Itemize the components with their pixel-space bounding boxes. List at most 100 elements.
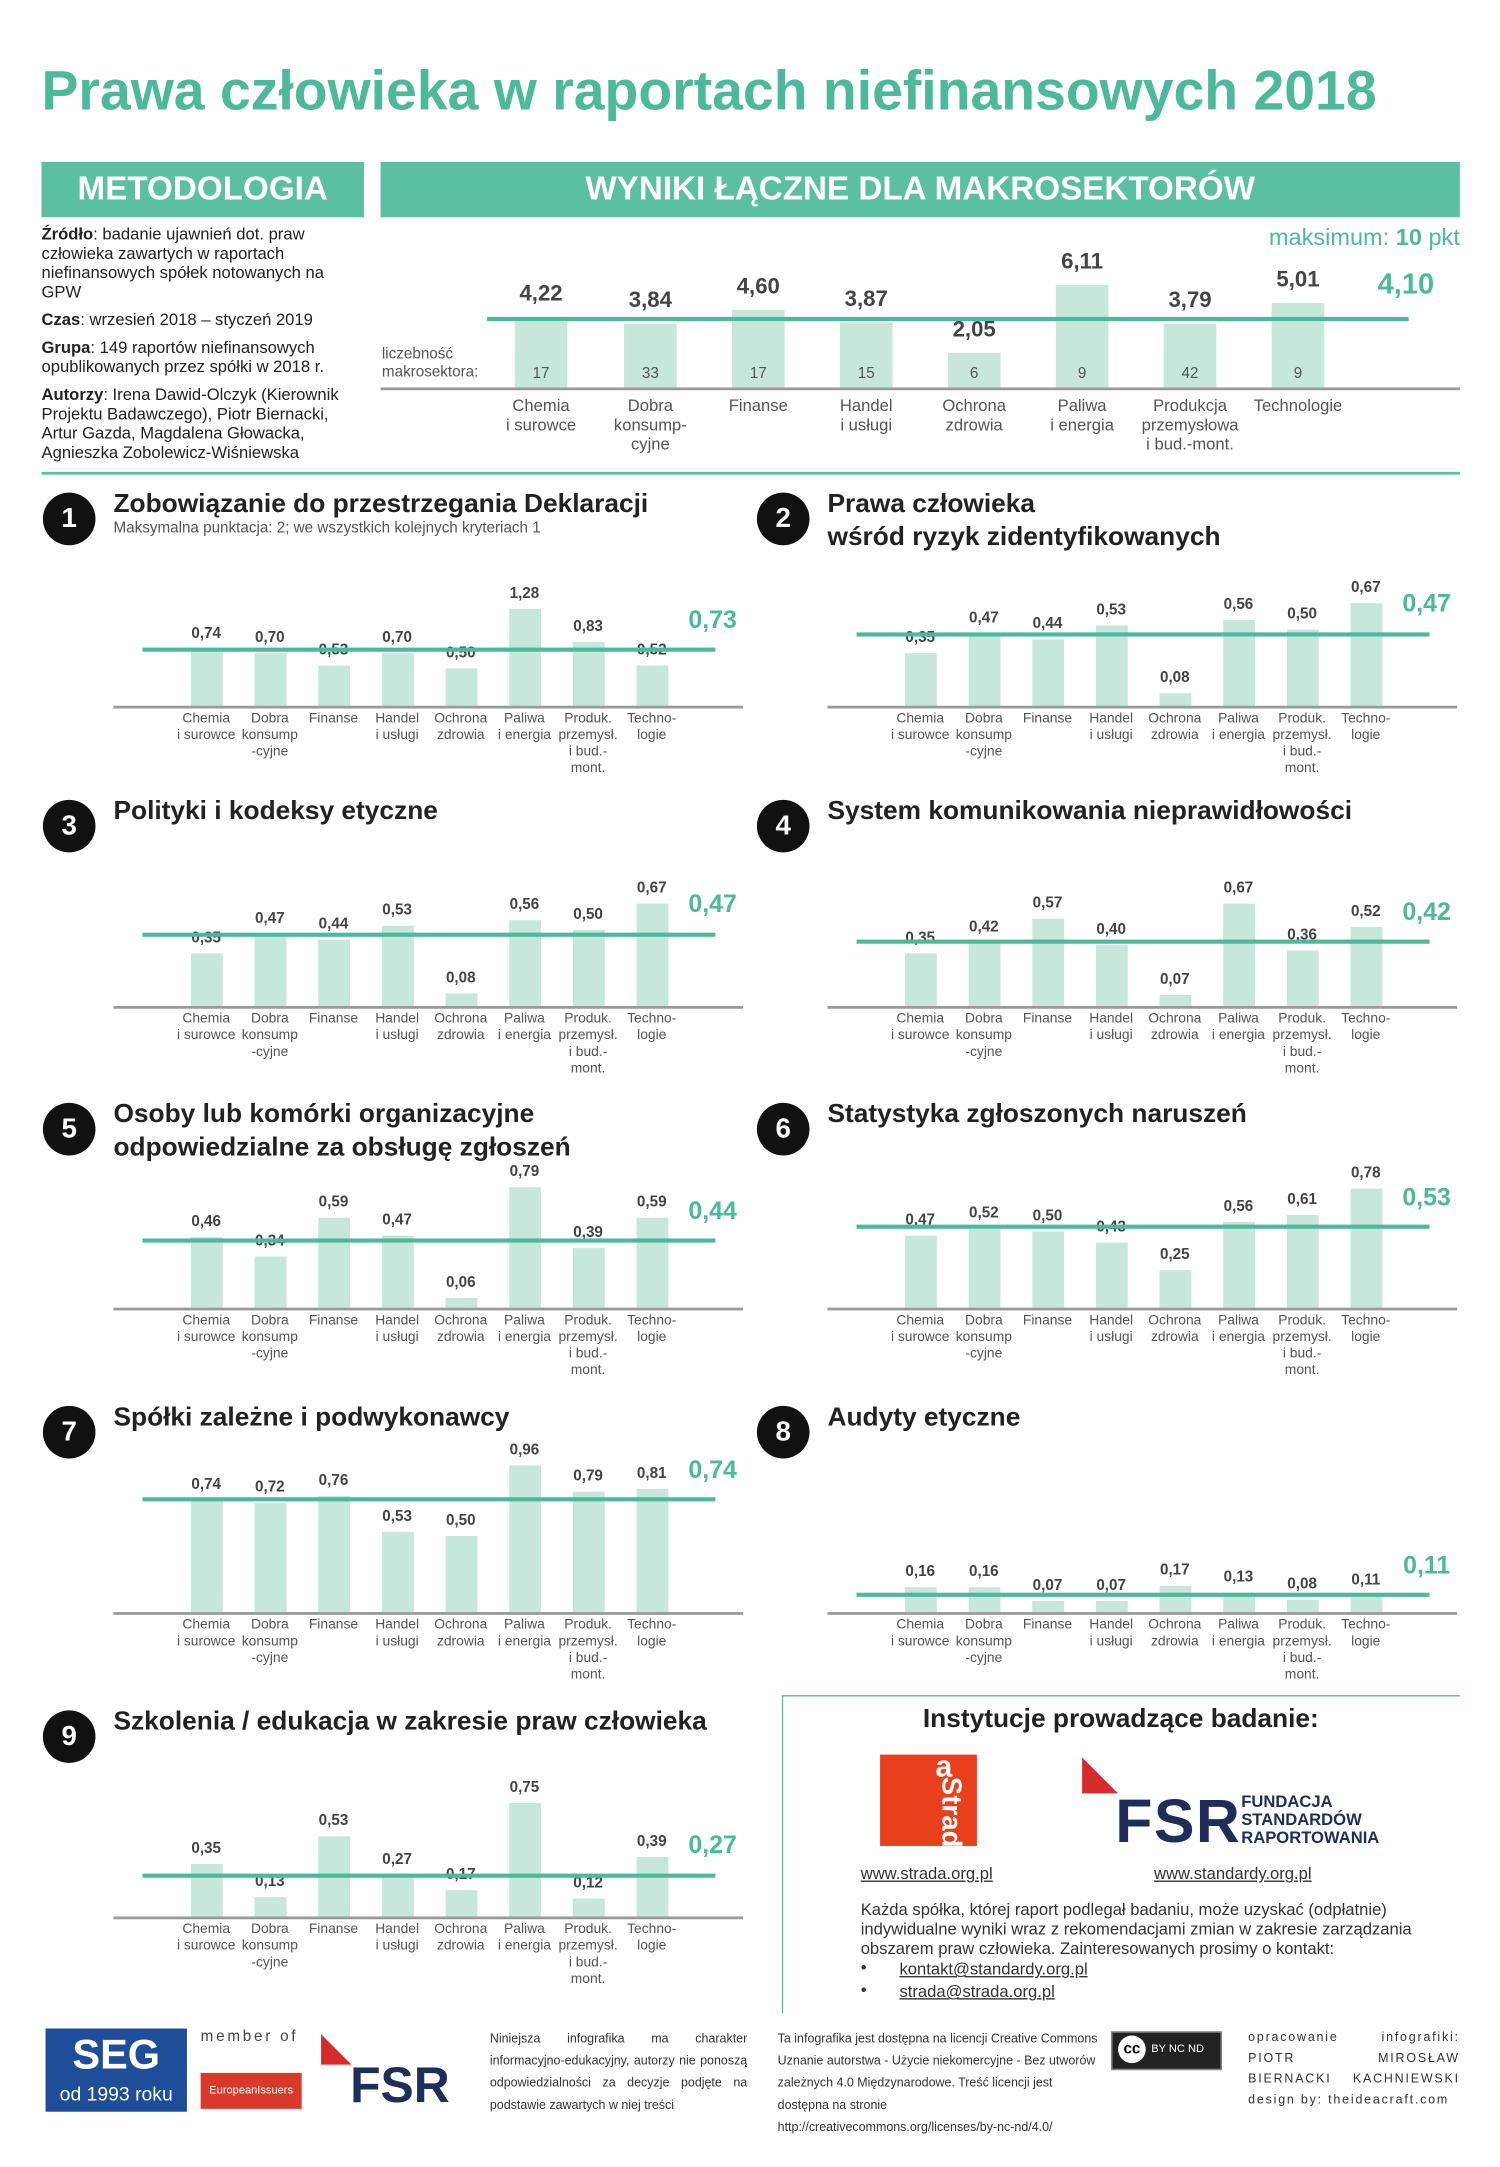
axis-line — [380, 387, 1460, 391]
bar — [253, 652, 286, 706]
bar — [904, 952, 937, 1006]
bar — [1158, 1269, 1191, 1308]
bar — [317, 939, 350, 1006]
bar — [839, 322, 893, 388]
category-label: Finanse — [308, 711, 359, 727]
category-label: Handel i usługi — [1089, 1617, 1134, 1650]
category-label: Chemia i surowce — [176, 1011, 236, 1044]
disclaimer: Niniejsza infografika ma charakter infor… — [489, 2031, 748, 2112]
section-number: 3 — [42, 799, 96, 853]
average-label: 0,42 — [1402, 897, 1451, 926]
value-label: 0,50 — [573, 906, 603, 923]
text: : wrzesień 2018 – styczeń 2019 — [80, 309, 313, 330]
strada-logo: a Strada — [880, 1754, 977, 1846]
value-label: 0,50 — [1032, 1208, 1063, 1225]
value-label: 4,22 — [519, 282, 563, 306]
section-title: Spółki zależne i podwykonawcy — [113, 1403, 510, 1433]
results-heading: WYNIKI ŁĄCZNE DLA MAKROSEKTORÓW — [380, 161, 1460, 218]
category-label: Finanse — [308, 1011, 359, 1027]
bar — [1222, 904, 1255, 1006]
item: Autorzy: Irena Dawid-Olczyk (Kierownik P… — [42, 385, 360, 462]
bar — [635, 1217, 668, 1308]
value-label: 0,67 — [636, 880, 667, 898]
category-label: Techno- logie — [1341, 1617, 1391, 1650]
bar — [381, 1236, 414, 1308]
category-label: Dobra konsump -cyjne — [955, 1011, 1012, 1060]
category-label: Chemia i surowce — [176, 1313, 236, 1346]
bar — [1286, 1599, 1319, 1613]
average-label: 0,11 — [1403, 1551, 1451, 1579]
fsr-triangle — [1082, 1757, 1119, 1794]
category-label: Handel i usługi — [375, 1011, 420, 1044]
value-label: 4,60 — [736, 275, 780, 300]
category-label: Dobra konsump -cyjne — [955, 711, 1012, 760]
european-issuers: EuropeanIssuers — [200, 2072, 302, 2109]
value-label: 0,76 — [318, 1472, 349, 1490]
category-label: Ochrona zdrowia — [434, 1922, 488, 1954]
value-label: 0,44 — [318, 915, 349, 933]
value-label: 0,52 — [969, 1204, 999, 1222]
category-label: Finanse — [1022, 1011, 1073, 1027]
bar — [508, 1187, 541, 1308]
value-label: 0,17 — [1159, 1562, 1190, 1580]
fsr-subtext: FUNDACJA STANDARDÓW RAPORTOWANIA — [1241, 1791, 1380, 1848]
value-label: 0,40 — [1096, 921, 1126, 939]
bar — [1031, 1231, 1064, 1308]
category-label: Handel i usługi — [1089, 1011, 1134, 1044]
bar — [190, 1499, 223, 1613]
bar — [317, 665, 350, 706]
value-label: 0,74 — [191, 1475, 221, 1493]
bar — [253, 1502, 286, 1613]
value-label: 0,16 — [969, 1564, 999, 1581]
section-number: 4 — [756, 799, 810, 853]
category-label: Dobra konsump -cyjne — [241, 1617, 298, 1667]
max-unit: pkt — [1428, 224, 1460, 251]
category-label: Dobra konsump -cyjne — [241, 1313, 298, 1362]
value-label: 0,70 — [255, 628, 285, 646]
bar — [381, 652, 414, 706]
value-label: 0,08 — [445, 970, 476, 987]
value-label: 0,56 — [1223, 596, 1254, 614]
max-value: 10 — [1395, 224, 1422, 251]
value-label: 0,59 — [318, 1194, 349, 1211]
institutions-frame-left — [781, 1695, 784, 2014]
value-label: 0,11 — [1351, 1571, 1381, 1589]
label: Źródło — [41, 224, 94, 244]
value-label: 0,59 — [636, 1194, 667, 1211]
max-text: maksimum: — [1268, 224, 1390, 251]
value-label: 2,05 — [952, 318, 996, 343]
contact-email[interactable]: kontakt@standardy.org.pl — [899, 1959, 1088, 1979]
value-label: 0,53 — [382, 901, 412, 919]
bar — [732, 310, 785, 388]
section-title: Prawa człowieka wśród ryzyk zidentyfikow… — [827, 489, 1221, 553]
bar — [1055, 285, 1109, 388]
bar — [1158, 693, 1191, 706]
category-label: Handel i usługi — [375, 1313, 420, 1346]
footer-fsr: FSR — [350, 2056, 450, 2114]
institutions-title: Instytucje prowadzące badanie: — [922, 1704, 1319, 1734]
contact-bullet: • — [860, 1958, 867, 1978]
section-title: Statystyka zgłoszonych naruszeń — [827, 1100, 1247, 1130]
value-label: 0,61 — [1287, 1191, 1317, 1208]
average-label: 0,73 — [688, 605, 737, 634]
value-label: 0,46 — [191, 1214, 221, 1231]
section-title: Szkolenia / edukacja w zakresie praw czł… — [113, 1707, 707, 1737]
category-label: Techno- logie — [1341, 1011, 1391, 1044]
category-label: Dobra konsump -cyjne — [241, 711, 298, 760]
category-label: Ochrona zdrowia — [1148, 1617, 1202, 1650]
value-label: 0,72 — [255, 1478, 285, 1496]
value-label: 0,08 — [1159, 669, 1190, 687]
value-label: 0,06 — [445, 1274, 476, 1292]
category-label: Dobra konsump -cyjne — [955, 1617, 1012, 1667]
label: Autorzy — [41, 384, 104, 405]
value-label: 0,35 — [191, 1839, 221, 1857]
section-title: Osoby lub komórki organizacyjne odpowied… — [113, 1100, 571, 1163]
category-label: Paliwa i energia — [1211, 1313, 1265, 1346]
bar — [1163, 323, 1217, 388]
value-label: 0,79 — [573, 1468, 603, 1485]
count-label: 17 — [532, 365, 550, 382]
category-label: Ochrona zdrowia — [1148, 1011, 1202, 1044]
category-label: Produk. przemysł. i bud.- mont. — [558, 1922, 618, 1988]
value-label: 0,39 — [573, 1224, 603, 1242]
contact-email[interactable]: strada@strada.org.pl — [899, 1981, 1055, 2001]
